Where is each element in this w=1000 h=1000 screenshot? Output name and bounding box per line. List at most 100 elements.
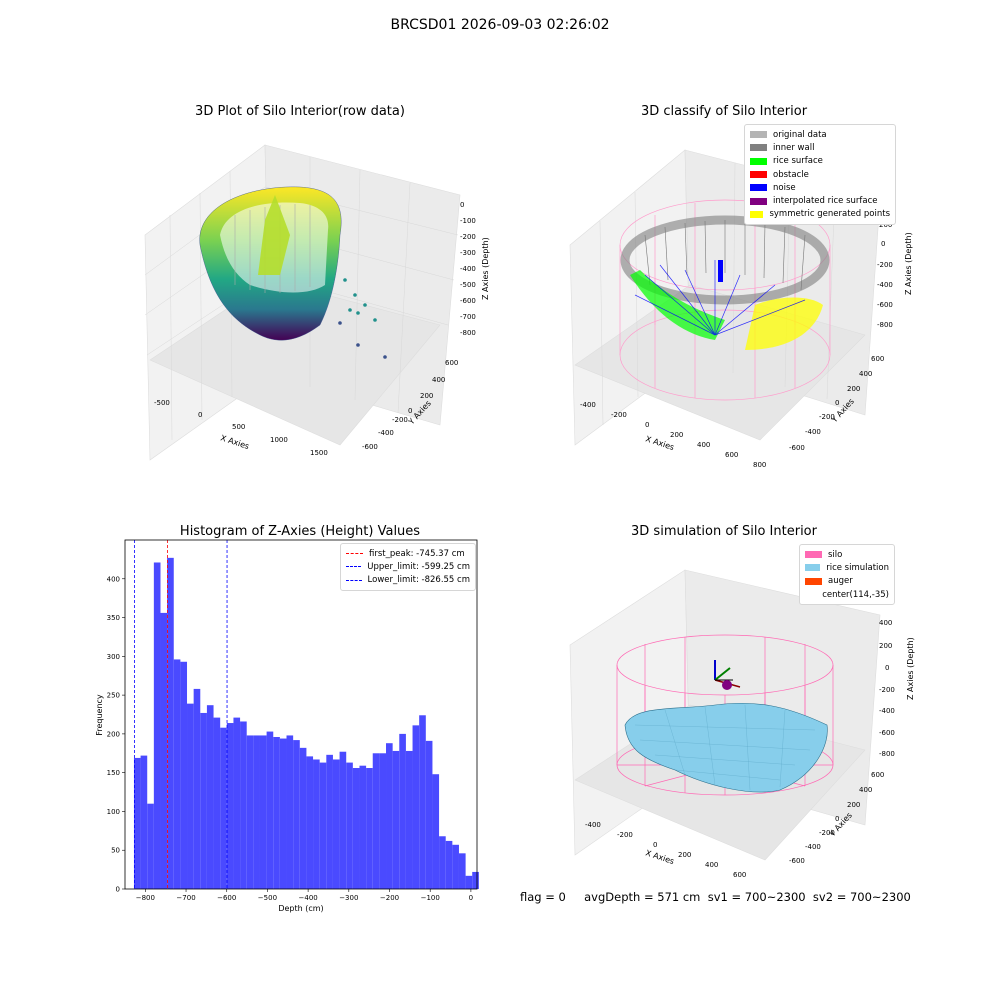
- simulation-3d-plot: -400 -200 0 200 400 600 X Axies 600 400 …: [569, 569, 915, 879]
- tick-label: -600: [460, 297, 476, 305]
- tick-label: -600: [789, 444, 805, 452]
- tick-label: -200: [877, 261, 893, 269]
- tick-label: -200: [879, 686, 895, 694]
- y-tick-label: 100: [107, 808, 120, 816]
- legend-entry: noise: [750, 181, 890, 194]
- histogram-bar: [240, 721, 247, 889]
- histogram-bar: [286, 735, 294, 889]
- tick-label: 0: [881, 240, 885, 248]
- legend-entry: Upper_limit: -599.25 cm: [346, 560, 470, 573]
- tick-label: -400: [805, 843, 821, 851]
- histogram-bar: [226, 723, 234, 889]
- tick-label: 0: [645, 421, 649, 429]
- histogram-x-axis-label: Depth (cm): [278, 904, 323, 913]
- histogram-y-axis-label: Frequency: [95, 694, 104, 736]
- y-tick-label: 250: [107, 692, 120, 700]
- histogram-bar: [352, 768, 360, 889]
- histogram-bar: [399, 733, 406, 889]
- tick-label: 400: [859, 786, 872, 794]
- histogram-bar: [313, 759, 320, 889]
- tick-label: 400: [859, 370, 872, 378]
- histogram-bar: [187, 703, 194, 889]
- tick-label: 600: [733, 871, 746, 879]
- histogram-bar: [405, 750, 413, 889]
- x-tick-label: −400: [299, 894, 318, 902]
- plot-frame: [124, 539, 478, 890]
- y-tick-label: 400: [107, 575, 120, 583]
- legend-entry: first_peak: -745.37 cm: [346, 547, 470, 560]
- x-tick-label: −600: [217, 894, 236, 902]
- histogram-bar: [213, 717, 221, 889]
- histogram-bar: [458, 853, 466, 889]
- tick-label: -600: [362, 443, 378, 451]
- tick-label: 0: [408, 407, 412, 415]
- tick-label: 400: [432, 376, 445, 384]
- histogram-bar: [200, 712, 207, 889]
- tick-label: 600: [871, 355, 884, 363]
- tick-label: -300: [460, 249, 476, 257]
- tick-label: -800: [460, 329, 476, 337]
- histogram-bar: [359, 765, 367, 889]
- simulation-legend: silo rice simulation auger center(114,-3…: [799, 544, 895, 606]
- tick-label: -200: [460, 233, 476, 241]
- histogram-bar: [432, 774, 440, 889]
- x-tick-label: −700: [176, 894, 195, 902]
- y-tick-label: 0: [116, 886, 120, 894]
- tick-label: -200: [392, 416, 408, 424]
- tick-label: -200: [617, 831, 633, 839]
- histogram-bar: [425, 740, 433, 889]
- histogram-bar: [299, 747, 307, 889]
- raw-plot-title: 3D Plot of Silo Interior(row data): [195, 104, 405, 119]
- tick-label: 0: [885, 664, 889, 672]
- classify-plot-title: 3D classify of Silo Interior: [640, 104, 808, 119]
- histogram-bar: [167, 557, 174, 889]
- tick-label: -600: [879, 729, 895, 737]
- histogram-bar: [140, 755, 148, 889]
- tick-label: 400: [879, 619, 892, 627]
- legend-entry: auger: [805, 575, 889, 588]
- histogram-bar: [452, 844, 459, 889]
- histogram-bar: [253, 735, 260, 889]
- tick-label: -400: [879, 707, 895, 715]
- histogram-bar: [326, 754, 333, 889]
- histogram-bar: [465, 875, 473, 889]
- tick-label: 0: [198, 411, 202, 419]
- tick-label: -400: [580, 401, 596, 409]
- tick-label: 600: [725, 451, 738, 459]
- histogram-bar: [259, 735, 267, 889]
- x-ticks: −800 −700 −600 −500 −400 −300 −200 −100 0: [136, 889, 473, 902]
- histogram-bar: [306, 756, 314, 889]
- histogram-bar: [379, 753, 387, 889]
- histogram-bar: [160, 612, 168, 889]
- histogram-bar: [206, 705, 214, 889]
- legend-entry: silo: [805, 548, 889, 561]
- histogram-bar: [339, 751, 347, 889]
- histogram-chart: −800 −700 −600 −500 −400 −300 −200 −100 0 0 50 100…: [95, 539, 479, 913]
- tick-label: 200: [678, 851, 691, 859]
- legend-entry: Lower_limit: -826.55 cm: [346, 574, 470, 587]
- legend-entry: interpolated rice surface: [750, 194, 890, 207]
- tick-label: 0: [653, 841, 657, 849]
- tick-label: 200: [420, 392, 433, 400]
- tick-label: -500: [460, 281, 476, 289]
- tick-label: 0: [835, 399, 839, 407]
- histogram-bar: [439, 836, 446, 889]
- legend-entry: rice surface: [750, 155, 890, 168]
- tick-label: -400: [805, 428, 821, 436]
- histogram-bar: [246, 735, 254, 889]
- tick-label: -800: [879, 750, 895, 758]
- histogram-bar: [366, 768, 373, 889]
- x-tick-label: −200: [380, 894, 399, 902]
- raw-z-ticks: 0 -100 -200 -300 -400 -500 -600 -700 -80…: [460, 201, 476, 337]
- tick-label: -200: [819, 829, 835, 837]
- x-tick-label: −300: [339, 894, 358, 902]
- tick-label: -400: [460, 265, 476, 273]
- histogram-bar: [233, 717, 241, 889]
- tick-label: 400: [697, 441, 710, 449]
- histogram-reference-lines: [134, 540, 228, 889]
- legend-entry: center(114,-35): [822, 589, 889, 600]
- y-tick-label: 50: [111, 847, 120, 855]
- raw-x-axis-label: X Axies: [219, 433, 250, 451]
- histogram-bar: [372, 753, 380, 889]
- legend-entry: rice simulation: [805, 561, 889, 574]
